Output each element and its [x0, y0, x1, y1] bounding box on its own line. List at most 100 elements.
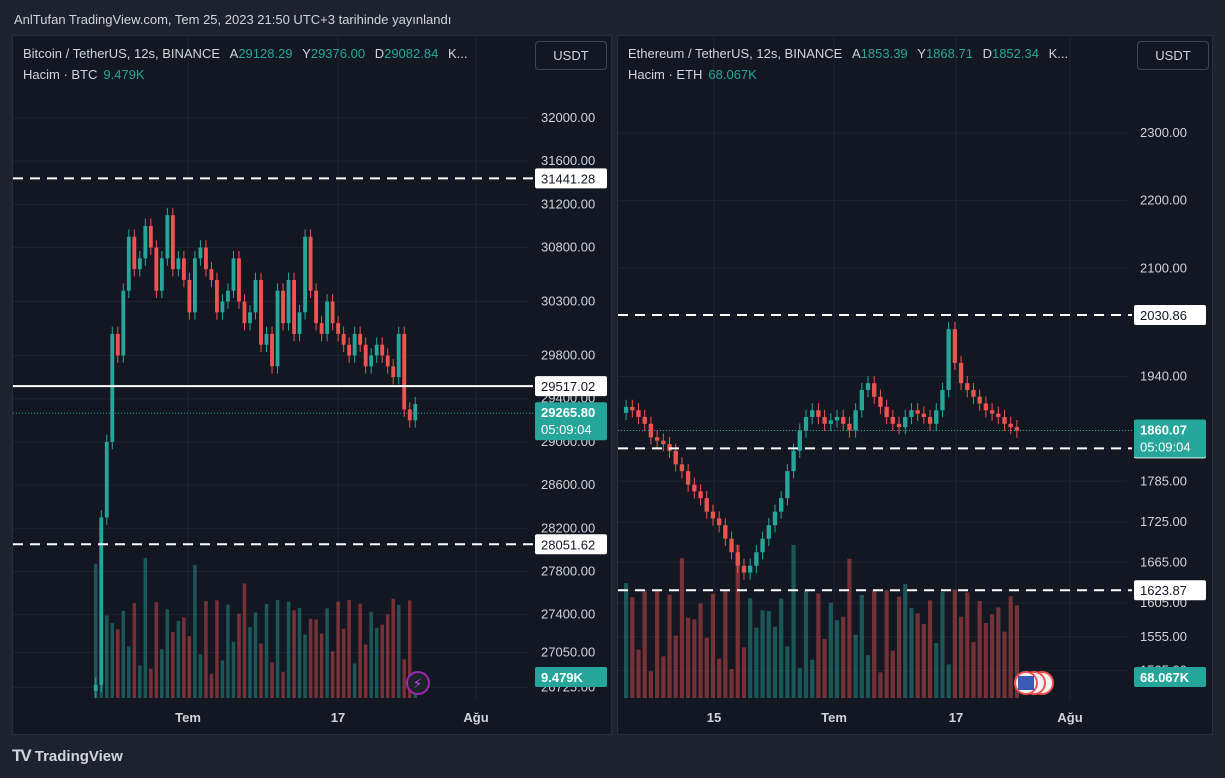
footer-brand: TradingView — [34, 747, 123, 765]
btc-volume-bar — [121, 610, 126, 698]
btc-chart-svg[interactable]: 32000.00 31600.00 31200.00 30800.00 30300.00… — [13, 36, 611, 734]
btc-volume-bar — [292, 610, 296, 698]
eth-x-tick-label: Ağu — [1057, 710, 1082, 725]
tradingview-footer: TV TradingView — [12, 746, 123, 766]
btc-y-tick-label: 30800.00 — [541, 240, 595, 255]
eth-candle-body — [698, 491, 703, 499]
eth-candle-body — [903, 417, 908, 428]
btc-volume-bar — [281, 671, 285, 698]
eth-countdown-text: 05:09:04 — [1140, 439, 1191, 454]
eth-volume-bar — [797, 667, 802, 698]
eth-volume-bar — [760, 610, 765, 698]
btc-candle-body — [198, 247, 203, 259]
eth-candle-body — [884, 406, 889, 418]
btc-volume-bar — [264, 603, 269, 698]
btc-volume-bar — [220, 660, 225, 698]
eth-volume-bar — [903, 584, 908, 698]
eth-y-tick-label: 2100.00 — [1140, 260, 1187, 275]
eth-volume-bar — [971, 641, 976, 698]
eth-candle-body — [946, 329, 951, 390]
eth-candle-body — [934, 410, 939, 424]
eth-candle-body — [766, 525, 771, 539]
eth-candle-body — [841, 417, 846, 424]
btc-candle-body — [380, 344, 385, 356]
eth-currency-button[interactable]: USDT — [1137, 41, 1209, 70]
eth-candle-body — [803, 417, 809, 431]
eth-candle-body — [810, 410, 815, 418]
btc-chart-panel[interactable]: 32000.00 31600.00 31200.00 30800.00 30300.00… — [12, 35, 612, 735]
btc-volume-bar — [248, 626, 252, 698]
eth-candle-body — [927, 417, 933, 424]
btc-volume-bar — [231, 641, 236, 698]
eth-candle-body — [654, 437, 660, 441]
eth-volume-bar — [667, 594, 672, 698]
btc-candle-body — [220, 301, 225, 313]
eth-candle-body — [729, 538, 734, 553]
eth-last-price-text: 1860.07 — [1140, 422, 1187, 437]
btc-volume-bar — [209, 673, 214, 698]
eth-volume-bar — [946, 664, 951, 698]
eth-volume-bar — [1002, 631, 1007, 698]
btc-candle-body — [319, 323, 324, 334]
btc-volume-bar — [171, 631, 175, 698]
btc-y-tick-label: 29800.00 — [541, 348, 595, 363]
eth-volume-bar — [834, 620, 840, 698]
eth-volume-bar — [822, 638, 827, 698]
eth-candle-body — [915, 410, 920, 414]
us-flag-icon — [1018, 676, 1034, 690]
btc-candle-body — [159, 258, 164, 291]
eth-volume-bar — [890, 650, 895, 698]
btc-candle-body — [297, 312, 302, 334]
btc-candle-body — [369, 355, 374, 367]
btc-candle-body — [270, 333, 274, 367]
eth-x-tick-label: Tem — [821, 710, 847, 725]
eth-volume-bar — [779, 598, 784, 698]
tradingview-logo-icon: TV — [12, 746, 32, 765]
btc-volume-bar — [347, 600, 351, 698]
btc-volume-bar — [94, 563, 98, 698]
lightning-event-icon — [406, 671, 430, 695]
eth-low: 1852.34 — [991, 46, 1039, 61]
eth-candle-body — [983, 403, 989, 411]
btc-volume-bar — [187, 636, 192, 698]
btc-volume-bar — [336, 601, 340, 698]
eth-chart-panel[interactable]: 2300.00 2200.00 2100.00 1940.00 1785.00 1725.… — [617, 35, 1213, 735]
eth-volume-bar — [673, 635, 678, 698]
btc-currency-button[interactable]: USDT — [535, 41, 607, 70]
btc-level-tag-text: 29517.02 — [541, 379, 595, 394]
eth-volume-bar — [710, 593, 716, 698]
eth-level-tag — [1134, 305, 1206, 326]
btc-level-tag-text: 31441.28 — [541, 171, 595, 186]
eth-level-tag-text: 2030.86 — [1140, 308, 1187, 323]
eth-volume-label: Hacim · ETH — [628, 67, 703, 82]
btc-candle-body — [231, 258, 236, 291]
eth-volume-bar — [748, 598, 753, 698]
eth-candle-body — [909, 410, 914, 418]
btc-symbol-legend: Bitcoin / TetherUS, 12s, BINANCE A29128.… — [23, 46, 468, 61]
btc-volume-bar — [165, 609, 170, 698]
btc-candle-body — [281, 290, 285, 324]
btc-candle-body — [115, 333, 120, 356]
eth-candle-body — [648, 423, 654, 438]
eth-volume-bar — [717, 658, 722, 698]
btc-candle-body — [154, 247, 159, 291]
btc-volume-bar — [319, 633, 324, 698]
btc-candle-body — [341, 333, 346, 345]
lightning-glyph-icon: ⚡ — [413, 677, 422, 692]
btc-level-tag — [535, 376, 607, 397]
btc-volume-bar — [380, 624, 384, 698]
eth-volume-bar — [872, 589, 877, 698]
eth-candle-body — [630, 406, 635, 411]
btc-candle-body — [209, 269, 214, 280]
eth-volume-legend: Hacim · ETH 68.067K — [628, 67, 757, 82]
eth-volume-bar — [698, 603, 703, 698]
eth-volume-bar — [915, 613, 920, 698]
eth-candle-body — [1002, 417, 1007, 424]
eth-volume-bar — [847, 558, 852, 698]
eth-y-tick-label: 2200.00 — [1140, 193, 1187, 208]
eth-chart-svg[interactable]: 2300.00 2200.00 2100.00 1940.00 1785.00 1725.… — [618, 36, 1212, 734]
btc-volume-tag — [535, 667, 607, 687]
eth-volume-bar — [772, 626, 778, 698]
eth-volume-bar — [692, 619, 697, 698]
btc-x-tick-label: Ağu — [463, 710, 488, 725]
